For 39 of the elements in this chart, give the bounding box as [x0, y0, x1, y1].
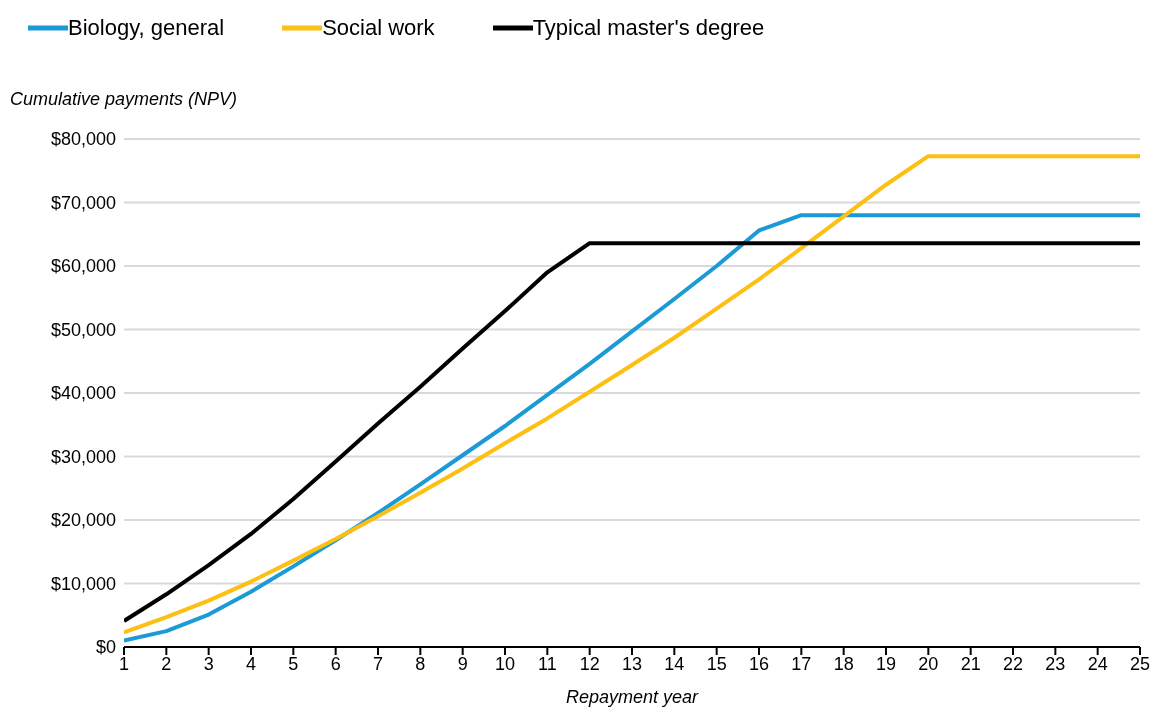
x-tick-label: 14 — [664, 653, 685, 674]
x-tick-label: 9 — [457, 653, 468, 674]
x-tick-label: 22 — [1002, 653, 1024, 674]
x-tick-label: 2 — [161, 653, 172, 674]
x-tick-label: 11 — [537, 653, 557, 674]
y-tick-label: $0 — [95, 637, 116, 658]
x-tick-label: 24 — [1087, 653, 1108, 674]
x-tick-label: 19 — [875, 653, 897, 674]
y-axis-title: Cumulative payments (NPV) — [9, 88, 239, 110]
x-tick-label: 20 — [918, 653, 939, 674]
x-tick-label: 1 — [118, 653, 130, 674]
legend-label: Social work — [322, 15, 435, 41]
x-tick-label: 4 — [245, 653, 257, 674]
x-tick-label: 13 — [621, 653, 643, 674]
x-axis-title: Repayment year — [565, 687, 700, 707]
x-tick-label: 10 — [494, 653, 516, 674]
x-tick-label: 3 — [203, 653, 214, 674]
x-tick-label: 16 — [748, 653, 770, 674]
y-tick-label: $10,000 — [50, 573, 116, 594]
y-tick-label: $20,000 — [50, 510, 116, 531]
x-tick-label: 15 — [706, 653, 727, 674]
legend-label: Typical master's degree — [532, 15, 765, 41]
x-tick-label: 17 — [791, 653, 812, 674]
x-tick-label: 21 — [960, 653, 981, 674]
y-tick-label: $30,000 — [50, 446, 116, 467]
x-tick-label: 6 — [330, 653, 341, 674]
x-tick-label: 12 — [579, 653, 600, 674]
x-tick-label: 7 — [372, 653, 384, 674]
legend-label: Biology, general — [68, 15, 225, 41]
x-tick-label: 5 — [288, 653, 299, 674]
y-tick-label: $80,000 — [50, 129, 116, 150]
y-tick-label: $70,000 — [50, 192, 116, 213]
y-tick-label: $50,000 — [50, 319, 116, 340]
x-tick-label: 18 — [833, 653, 854, 674]
y-tick-label: $60,000 — [50, 256, 116, 277]
y-tick-label: $40,000 — [50, 383, 116, 404]
x-tick-label: 8 — [415, 653, 426, 674]
x-tick-label: 25 — [1129, 653, 1151, 674]
x-tick-label: 23 — [1045, 653, 1066, 674]
